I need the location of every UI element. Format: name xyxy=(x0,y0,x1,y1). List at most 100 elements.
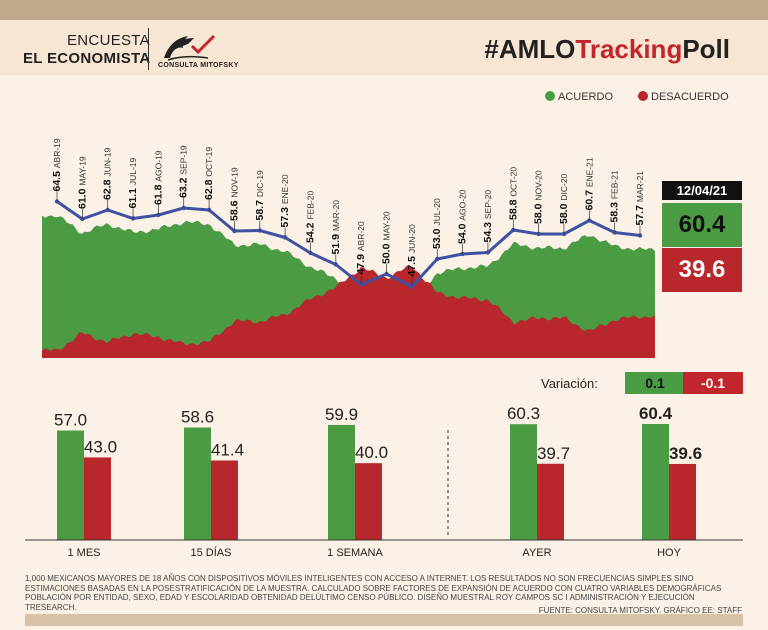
legend-dot-green xyxy=(545,91,555,101)
trend-month-label: OCT-19 xyxy=(204,147,214,177)
trend-label: 61.1 JUL-19 xyxy=(127,157,139,208)
variation-label: Variación: xyxy=(541,376,598,391)
trend-label-text: 63.2 SEP-19 xyxy=(178,145,190,198)
source-note: FUENTE: CONSULTA MITOFSKY. GRÁFICO EE: S… xyxy=(538,606,742,615)
variation-desacuerdo: -0.1 xyxy=(683,372,743,394)
trend-value-label: 58.7 xyxy=(254,197,266,220)
trend-month-label: ABR-19 xyxy=(52,138,62,168)
trend-label: 60.7 ENE-21 xyxy=(583,157,595,210)
trend-label: 58.8 OCT-20 xyxy=(507,167,519,220)
trend-label-text: 61.1 JUL-19 xyxy=(127,157,139,208)
trend-value-label: 62.8 xyxy=(102,177,114,200)
legend-desacuerdo-label: DESACUERDO xyxy=(651,91,729,103)
acuerdo-line xyxy=(56,200,641,288)
trend-month-label: ENE-20 xyxy=(280,174,290,204)
bar-acuerdo xyxy=(57,430,84,540)
trend-month-label: NOV-19 xyxy=(229,167,239,198)
bar-desacuerdo-label: 43.0 xyxy=(84,437,117,456)
trend-label: 57.7 MAR-21 xyxy=(634,171,646,226)
trend-label: 51.9 MAR-20 xyxy=(330,200,342,255)
bar-desacuerdo xyxy=(84,457,111,540)
trend-label: 54.2 FEB-20 xyxy=(304,191,316,243)
bar-acuerdo-label: 58.6 xyxy=(181,407,214,426)
trend-value-label: 53.0 xyxy=(431,226,443,249)
trend-label-text: 62.8 JUN-19 xyxy=(102,148,114,200)
trend-month-label: MAR-21 xyxy=(635,171,645,202)
trend-label: 57.3 ENE-20 xyxy=(279,174,291,227)
bar-acuerdo xyxy=(328,424,355,540)
current-date: 12/04/21 xyxy=(662,181,742,200)
bottom-bar xyxy=(25,614,743,626)
trend-label-text: 58.3 FEB-21 xyxy=(609,170,621,222)
trend-month-label: JUL-20 xyxy=(432,198,442,226)
bar-category-label: 1 SEMANA xyxy=(327,547,383,559)
trend-label-text: 64.5 ABR-19 xyxy=(51,138,63,191)
trend-month-label: AGO-19 xyxy=(153,150,163,181)
trend-label-text: 61.8 AGO-19 xyxy=(152,150,164,205)
trend-label: 62.8 OCT-19 xyxy=(203,147,215,200)
bar-desacuerdo-label: 39.6 xyxy=(669,444,702,463)
trend-label-text: 47.9 ABR-20 xyxy=(355,221,367,274)
trend-value-label: 61.0 xyxy=(76,186,88,209)
bar-category-label: 1 MES xyxy=(67,547,100,559)
bar-desacuerdo-label: 40.0 xyxy=(355,443,388,462)
trend-chart: 64.5 ABR-19 61.0 MAY-19 62.8 JUN-19 61.1 JU… xyxy=(42,138,655,358)
trend-month-label: ENE-21 xyxy=(584,157,594,187)
trend-value-label: 54.3 xyxy=(482,219,494,242)
trend-month-label: NOV-20 xyxy=(534,170,544,201)
trend-value-label: 61.8 xyxy=(152,182,164,205)
trend-month-label: FEB-20 xyxy=(305,191,315,220)
mitofsky-logo-icon xyxy=(164,34,216,61)
trend-label-text: 62.8 OCT-19 xyxy=(203,147,215,200)
desacuerdo-area xyxy=(42,265,655,358)
trend-value-label: 60.7 xyxy=(583,187,595,210)
bar-desacuerdo-label: 41.4 xyxy=(211,440,244,459)
trend-month-label: SEP-20 xyxy=(483,190,493,220)
trend-label-text: 58.8 OCT-20 xyxy=(507,167,519,220)
trend-value-label: 58.6 xyxy=(228,198,240,221)
trend-label-text: 60.7 ENE-21 xyxy=(583,157,595,210)
bar-desacuerdo xyxy=(355,463,382,540)
bar-desacuerdo xyxy=(669,463,696,540)
trend-label: 58.3 FEB-21 xyxy=(609,170,621,222)
trend-month-label: SEP-19 xyxy=(179,145,189,175)
trend-label-text: 58.0 NOV-20 xyxy=(533,170,545,224)
trend-label: 53.0 JUL-20 xyxy=(431,198,443,249)
top-bar xyxy=(0,0,768,20)
bar-acuerdo xyxy=(184,427,211,540)
bar-acuerdo xyxy=(510,424,537,540)
header-divider xyxy=(148,28,149,70)
trend-label-text: 57.3 ENE-20 xyxy=(279,174,291,227)
trend-value-label: 50.0 xyxy=(381,241,393,264)
trend-label: 58.7 DIC-19 xyxy=(254,170,266,221)
trend-label: 54.0 AGO-20 xyxy=(457,189,469,244)
legend-dot-red xyxy=(638,91,648,101)
trend-label: 58.0 DIC-20 xyxy=(558,173,570,224)
trend-month-label: DIC-19 xyxy=(255,170,265,197)
bar-category-label: HOY xyxy=(657,547,682,559)
bar-category-label: 15 DÍAS xyxy=(191,546,232,559)
trend-month-label: AGO-20 xyxy=(458,189,468,220)
bar-acuerdo xyxy=(642,424,669,540)
header xyxy=(0,20,768,75)
trend-value-label: 62.8 xyxy=(203,177,215,200)
trend-label-text: 50.0 MAY-20 xyxy=(381,211,393,264)
publisher-name: EL ECONOMISTA xyxy=(23,50,151,67)
page-title: #AMLOTrackingPoll xyxy=(484,34,730,64)
encuesta-label: ENCUESTA xyxy=(67,32,150,49)
trend-label: 54.3 SEP-20 xyxy=(482,190,494,243)
trend-label: 63.2 SEP-19 xyxy=(178,145,190,198)
current-acuerdo: 60.4 xyxy=(662,203,742,247)
trend-value-label: 61.1 xyxy=(127,185,139,208)
trend-label: 47.9 ABR-20 xyxy=(355,221,367,274)
trend-month-label: MAY-20 xyxy=(382,211,392,241)
bar-acuerdo-label: 57.0 xyxy=(54,411,87,430)
trend-label-text: 61.0 MAY-19 xyxy=(76,156,88,209)
trend-label-text: 58.6 NOV-19 xyxy=(228,167,240,221)
trend-month-label: JUN-20 xyxy=(407,224,417,253)
trend-value-label: 54.2 xyxy=(304,220,316,243)
trend-month-label: DIC-20 xyxy=(559,173,569,200)
trend-label-text: 54.0 AGO-20 xyxy=(457,189,469,244)
bar-desacuerdo xyxy=(211,460,238,540)
trend-value-label: 63.2 xyxy=(178,175,190,198)
